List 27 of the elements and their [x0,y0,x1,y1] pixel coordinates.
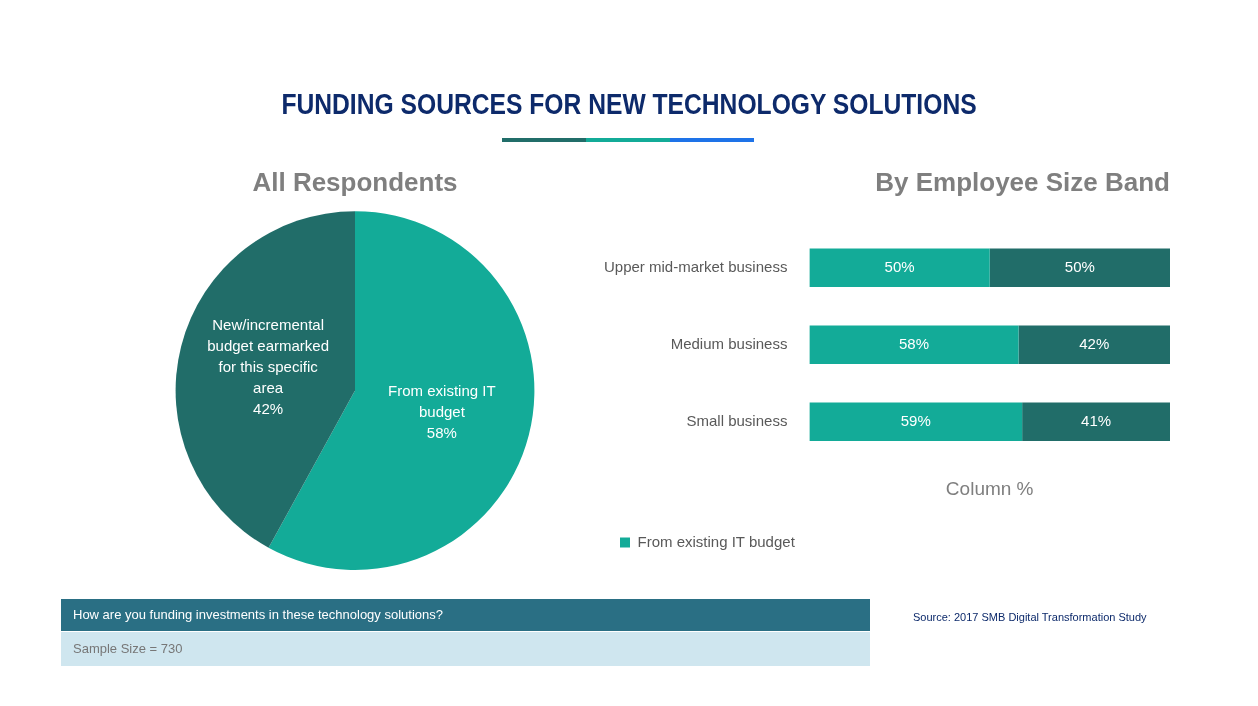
y-tick-label: Medium business [670,334,788,352]
data-label: 59% [900,411,931,429]
data-label: 42% [1079,334,1110,352]
slice-label: New/incremental budget earmarked for this specific area [207,316,329,397]
data-label: 42% [253,400,284,418]
chart-title: By Employee Size Band [875,166,1170,197]
text: Sample Size = 730 [61,632,870,666]
x-axis-title: Column % [945,477,1034,499]
chart-subtitle: All Respondents [252,166,458,197]
bar [989,248,1170,287]
data-label: 50% [884,257,915,275]
bar [809,325,1019,364]
source-note: Source: 2017 SMB Digital Transformation Study [913,611,1147,623]
bar [809,248,990,287]
text: How are you funding investments in these technology solutions? [61,599,870,631]
text: FUNDING SOURCES FOR NEW TECHNOLOGY SOLUTIONS [280,88,978,121]
legend-label: From existing IT budget [637,532,796,550]
data-label: 41% [1081,411,1112,429]
data-label: 50% [1064,257,1095,275]
data-label: 58% [898,334,929,352]
slice-label: From existing IT budget [388,382,496,421]
y-tick-label: Small business [686,411,788,429]
bar [1018,325,1170,364]
y-tick-label: Upper mid-market business [603,257,788,275]
bar [809,402,1023,441]
data-label: 58% [426,424,457,442]
bar [1022,402,1170,441]
